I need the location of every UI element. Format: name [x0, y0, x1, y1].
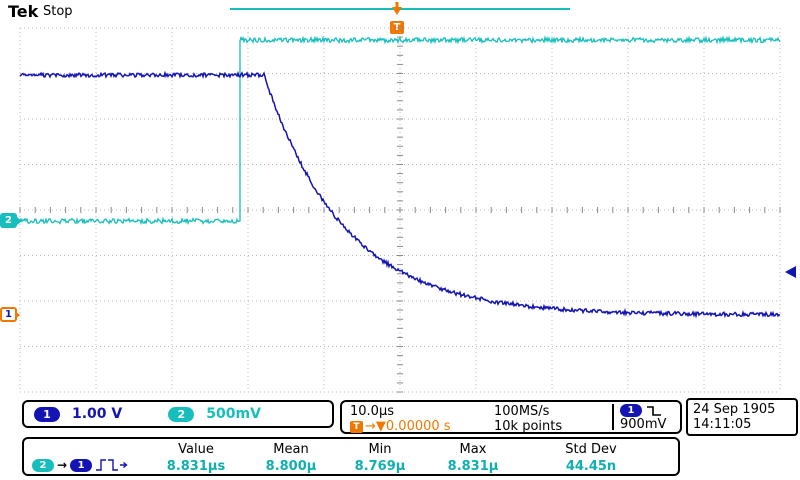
timebase-column: 10.0µs T → ▼ 0.00000 s — [350, 404, 494, 434]
date-label: 24 Sep 1905 — [693, 402, 776, 417]
waveform-display — [19, 27, 781, 393]
meas-max: 8.831µ — [447, 459, 499, 474]
meas-stddev: 44.45n — [565, 459, 617, 474]
channel-scale-readout: 1 1.00 V 2 500mV — [22, 400, 334, 428]
meas-header-min: Min — [368, 442, 392, 457]
timebase-scale: 10.0µs — [350, 404, 394, 419]
meas-header-value: Value — [178, 442, 214, 457]
ch2-scale: 500mV — [206, 406, 261, 422]
meas-arrow-glyph: → — [57, 458, 68, 472]
trigger-t-mini-badge: T — [350, 420, 363, 433]
ch2-position-marker[interactable]: 2 — [0, 213, 22, 228]
trigger-level-arrow[interactable] — [785, 266, 796, 278]
trigger-right-arrow-glyph: → — [365, 419, 376, 434]
trigger-down-marker-glyph: ▼ — [375, 419, 386, 434]
trigger-source: 1 — [620, 404, 680, 417]
tek-logo: Tek — [8, 2, 39, 21]
ch2-badge[interactable]: 2 — [168, 406, 195, 422]
ch1-position-marker[interactable]: 1 — [0, 307, 20, 322]
meas-header-mean: Mean — [273, 442, 309, 457]
ch2-waveform — [19, 35, 781, 226]
ch1-badge[interactable]: 1 — [34, 406, 60, 422]
record-length: 10k points — [494, 419, 563, 434]
meas-from-ch2-badge: 2 — [32, 458, 54, 472]
delay-edges-icon — [96, 459, 128, 471]
trigger-position-readout: T → ▼ 0.00000 s — [350, 419, 494, 434]
ch1-scale: 1.00 V — [72, 406, 123, 422]
meas-mean: 8.800µ — [265, 459, 317, 474]
meas-min: 8.769µ — [354, 459, 406, 474]
meas-value: 8.831µs — [166, 459, 226, 474]
trigger-position-arrow-icon — [392, 2, 402, 15]
trigger-level: 900mV — [620, 417, 667, 432]
falling-edge-icon — [647, 405, 661, 416]
sample-rate: 100MS/s — [494, 404, 550, 419]
datetime-readout: 24 Sep 1905 14:11:05 — [686, 398, 798, 436]
meas-to-ch1-badge: 1 — [70, 458, 93, 472]
acquisition-status: Stop — [43, 4, 73, 19]
horizontal-trigger-readout: 10.0µs T → ▼ 0.00000 s 100MS/s 10k points 1… — [340, 400, 682, 434]
meas-header-max: Max — [459, 442, 487, 457]
time-label: 14:11:05 — [693, 417, 752, 432]
meas-header-stddev: Std Dev — [565, 442, 617, 457]
measurement-panel: Value Mean Min Max Std Dev 2 → 1 8.831µs… — [22, 437, 680, 476]
ch1-waveform — [19, 70, 781, 319]
meas-source: 2 → 1 — [32, 458, 129, 472]
acquisition-column: 100MS/s 10k points — [494, 404, 612, 434]
trigger-source-badge[interactable]: 1 — [620, 404, 642, 417]
trigger-column: 1 900mV — [612, 404, 680, 432]
trigger-position-value: 0.00000 s — [385, 419, 451, 434]
